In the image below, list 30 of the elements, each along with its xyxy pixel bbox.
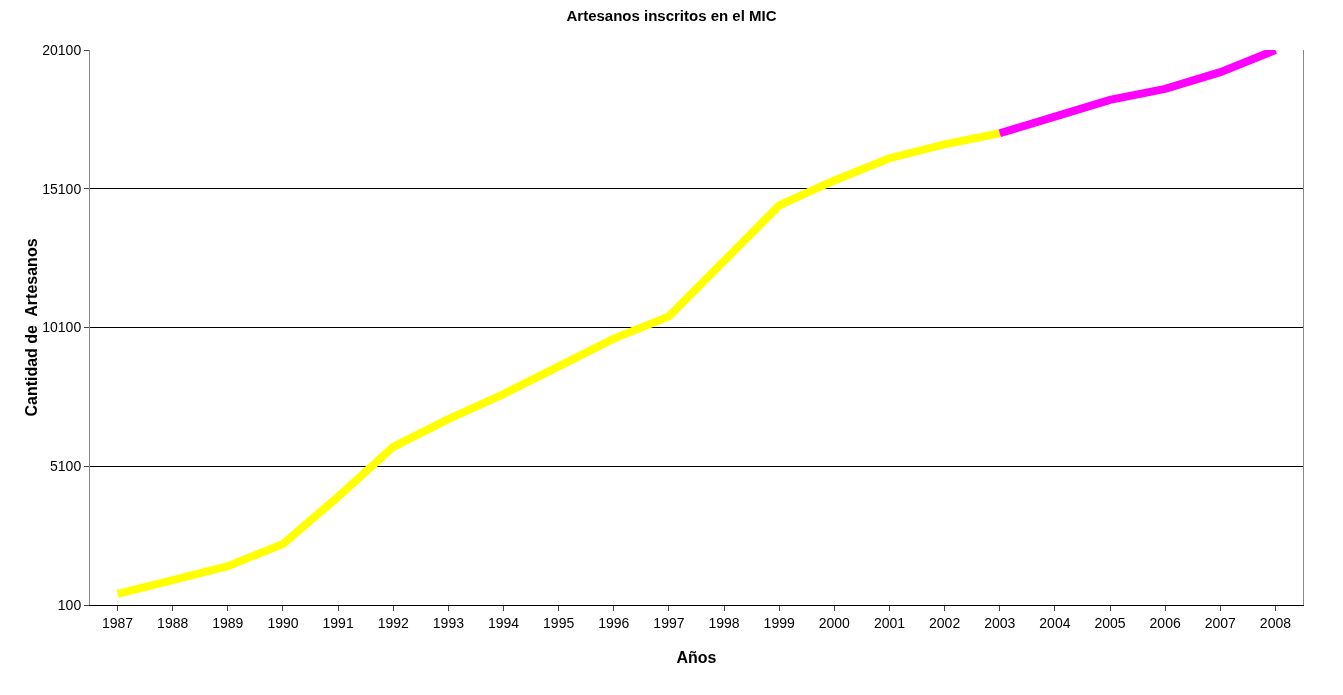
x-tick-label: 2002 xyxy=(929,614,961,631)
y-tick-label: 5100 xyxy=(50,458,82,475)
x-tick-label: 2005 xyxy=(1094,614,1126,631)
x-tick-label: 2004 xyxy=(1039,614,1071,631)
chart-title: Artesanos inscritos en el MIC xyxy=(566,6,777,24)
x-tick-label: 2006 xyxy=(1149,614,1181,631)
x-tick-label: 1987 xyxy=(101,614,134,631)
x-tick-label: 1999 xyxy=(763,614,795,631)
y-axis-title: Cantidad de Artesanos xyxy=(23,238,41,417)
y-tick-label: 100 xyxy=(57,596,82,613)
x-axis-title: Años xyxy=(676,649,717,666)
x-tick-label: 1995 xyxy=(543,614,575,631)
x-tick-label: 1990 xyxy=(267,614,299,631)
y-tick-label: 15100 xyxy=(42,180,82,197)
x-tick-label: 1988 xyxy=(157,614,189,631)
x-tick-label: 2007 xyxy=(1204,614,1237,631)
x-tick-label: 1989 xyxy=(212,614,244,631)
x-tick-label: 2001 xyxy=(873,614,906,631)
x-tick-label: 2008 xyxy=(1259,614,1292,631)
x-tick-label: 1992 xyxy=(377,614,410,631)
x-tick-label: 1997 xyxy=(653,614,685,631)
x-tick-label: 1991 xyxy=(322,614,354,631)
x-tick-label: 1998 xyxy=(708,614,740,631)
x-tick-label: 1994 xyxy=(487,614,520,631)
y-tick-label: 20100 xyxy=(42,41,82,58)
x-tick-label: 1996 xyxy=(598,614,630,631)
x-tick-label: 2003 xyxy=(984,614,1016,631)
x-tick-label: 2000 xyxy=(818,614,851,631)
y-tick-label: 10100 xyxy=(42,319,82,336)
x-tick-label: 1993 xyxy=(432,614,465,631)
